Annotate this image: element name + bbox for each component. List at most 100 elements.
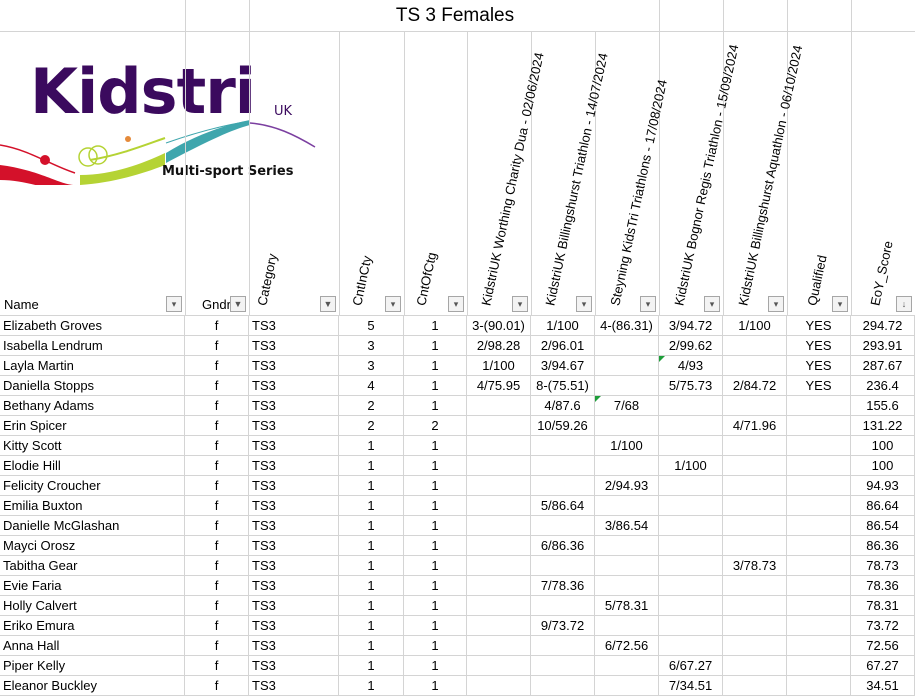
cell-race-3[interactable] (595, 556, 659, 576)
cell-race-1[interactable] (467, 656, 531, 676)
cell-race-3[interactable] (595, 416, 659, 436)
cell-race-1[interactable] (467, 416, 531, 436)
cell-name[interactable]: Isabella Lendrum (0, 336, 185, 356)
cell-qualified[interactable] (787, 516, 851, 536)
cell-race-2[interactable] (531, 476, 595, 496)
cell-cnt-in-cty[interactable]: 1 (339, 576, 404, 596)
cell-race-3[interactable]: 4-(86.31) (595, 316, 659, 336)
cell-cnt-in-cty[interactable]: 2 (339, 416, 404, 436)
cell-cnt-of-ctg[interactable]: 1 (404, 376, 467, 396)
cell-race-5[interactable] (723, 656, 787, 676)
cell-category[interactable]: TS3 (249, 536, 339, 556)
cell-race-5[interactable] (723, 456, 787, 476)
cell-race-2[interactable]: 7/78.36 (531, 576, 595, 596)
cell-qualified[interactable]: YES (787, 316, 851, 336)
filter-button-cnt-in-cty[interactable]: ▾ (385, 296, 401, 312)
cell-race-1[interactable] (467, 616, 531, 636)
cell-race-1[interactable] (467, 456, 531, 476)
cell-cnt-in-cty[interactable]: 1 (339, 636, 404, 656)
cell-race-5[interactable]: 3/78.73 (723, 556, 787, 576)
cell-gender[interactable]: f (185, 496, 249, 516)
cell-race-5[interactable] (723, 356, 787, 376)
cell-category[interactable]: TS3 (249, 316, 339, 336)
cell-name[interactable]: Layla Martin (0, 356, 185, 376)
cell-cnt-in-cty[interactable]: 1 (339, 436, 404, 456)
cell-gender[interactable]: f (185, 576, 249, 596)
cell-eoy-score[interactable]: 155.6 (851, 396, 915, 416)
cell-race-5[interactable] (723, 396, 787, 416)
cell-name[interactable]: Mayci Orosz (0, 536, 185, 556)
filter-button-category[interactable]: ▼ (320, 296, 336, 312)
cell-race-3[interactable] (595, 456, 659, 476)
cell-category[interactable]: TS3 (249, 596, 339, 616)
cell-eoy-score[interactable]: 67.27 (851, 656, 915, 676)
cell-qualified[interactable] (787, 536, 851, 556)
cell-gender[interactable]: f (185, 516, 249, 536)
cell-race-1[interactable] (467, 556, 531, 576)
cell-gender[interactable]: f (185, 356, 249, 376)
cell-race-1[interactable] (467, 676, 531, 696)
cell-qualified[interactable]: YES (787, 356, 851, 376)
cell-category[interactable]: TS3 (249, 416, 339, 436)
cell-race-2[interactable] (531, 456, 595, 476)
cell-category[interactable]: TS3 (249, 516, 339, 536)
cell-category[interactable]: TS3 (249, 376, 339, 396)
cell-eoy-score[interactable]: 131.22 (851, 416, 915, 436)
cell-gender[interactable]: f (185, 556, 249, 576)
cell-race-4[interactable]: 4/93 (659, 356, 723, 376)
cell-race-3[interactable] (595, 336, 659, 356)
cell-race-3[interactable]: 6/72.56 (595, 636, 659, 656)
cell-cnt-of-ctg[interactable]: 1 (404, 516, 467, 536)
cell-race-2[interactable]: 2/96.01 (531, 336, 595, 356)
cell-race-3[interactable] (595, 536, 659, 556)
cell-race-2[interactable] (531, 656, 595, 676)
cell-race-4[interactable]: 2/99.62 (659, 336, 723, 356)
cell-eoy-score[interactable]: 86.64 (851, 496, 915, 516)
cell-eoy-score[interactable]: 94.93 (851, 476, 915, 496)
cell-gender[interactable]: f (185, 436, 249, 456)
cell-race-5[interactable]: 2/84.72 (723, 376, 787, 396)
cell-category[interactable]: TS3 (249, 476, 339, 496)
filter-button-gender[interactable]: ▼ (230, 296, 246, 312)
cell-name[interactable]: Eriko Emura (0, 616, 185, 636)
cell-race-5[interactable] (723, 336, 787, 356)
cell-race-4[interactable] (659, 596, 723, 616)
filter-button-race-5[interactable]: ▾ (768, 296, 784, 312)
cell-cnt-of-ctg[interactable]: 1 (404, 636, 467, 656)
cell-race-2[interactable] (531, 596, 595, 616)
cell-cnt-in-cty[interactable]: 1 (339, 656, 404, 676)
cell-category[interactable]: TS3 (249, 656, 339, 676)
cell-eoy-score[interactable]: 86.36 (851, 536, 915, 556)
cell-cnt-in-cty[interactable]: 3 (339, 336, 404, 356)
cell-qualified[interactable] (787, 556, 851, 576)
cell-race-5[interactable]: 4/71.96 (723, 416, 787, 436)
cell-qualified[interactable] (787, 456, 851, 476)
cell-category[interactable]: TS3 (249, 356, 339, 376)
cell-qualified[interactable] (787, 496, 851, 516)
cell-name[interactable]: Piper Kelly (0, 656, 185, 676)
cell-race-2[interactable] (531, 516, 595, 536)
cell-race-1[interactable]: 4/75.95 (467, 376, 531, 396)
filter-button-name[interactable]: ▾ (166, 296, 182, 312)
cell-gender[interactable]: f (185, 456, 249, 476)
cell-qualified[interactable] (787, 676, 851, 696)
cell-cnt-of-ctg[interactable]: 1 (404, 656, 467, 676)
filter-button-race-3[interactable]: ▾ (640, 296, 656, 312)
cell-name[interactable]: Emilia Buxton (0, 496, 185, 516)
cell-cnt-in-cty[interactable]: 2 (339, 396, 404, 416)
cell-race-4[interactable] (659, 536, 723, 556)
cell-race-1[interactable]: 2/98.28 (467, 336, 531, 356)
cell-race-3[interactable] (595, 676, 659, 696)
filter-button-race-1[interactable]: ▾ (512, 296, 528, 312)
cell-name[interactable]: Tabitha Gear (0, 556, 185, 576)
cell-cnt-in-cty[interactable]: 1 (339, 456, 404, 476)
cell-race-4[interactable]: 6/67.27 (659, 656, 723, 676)
cell-qualified[interactable] (787, 636, 851, 656)
cell-qualified[interactable] (787, 476, 851, 496)
cell-qualified[interactable] (787, 436, 851, 456)
cell-eoy-score[interactable]: 287.67 (851, 356, 915, 376)
cell-qualified[interactable]: YES (787, 336, 851, 356)
cell-eoy-score[interactable]: 72.56 (851, 636, 915, 656)
cell-race-5[interactable] (723, 576, 787, 596)
cell-race-4[interactable] (659, 436, 723, 456)
